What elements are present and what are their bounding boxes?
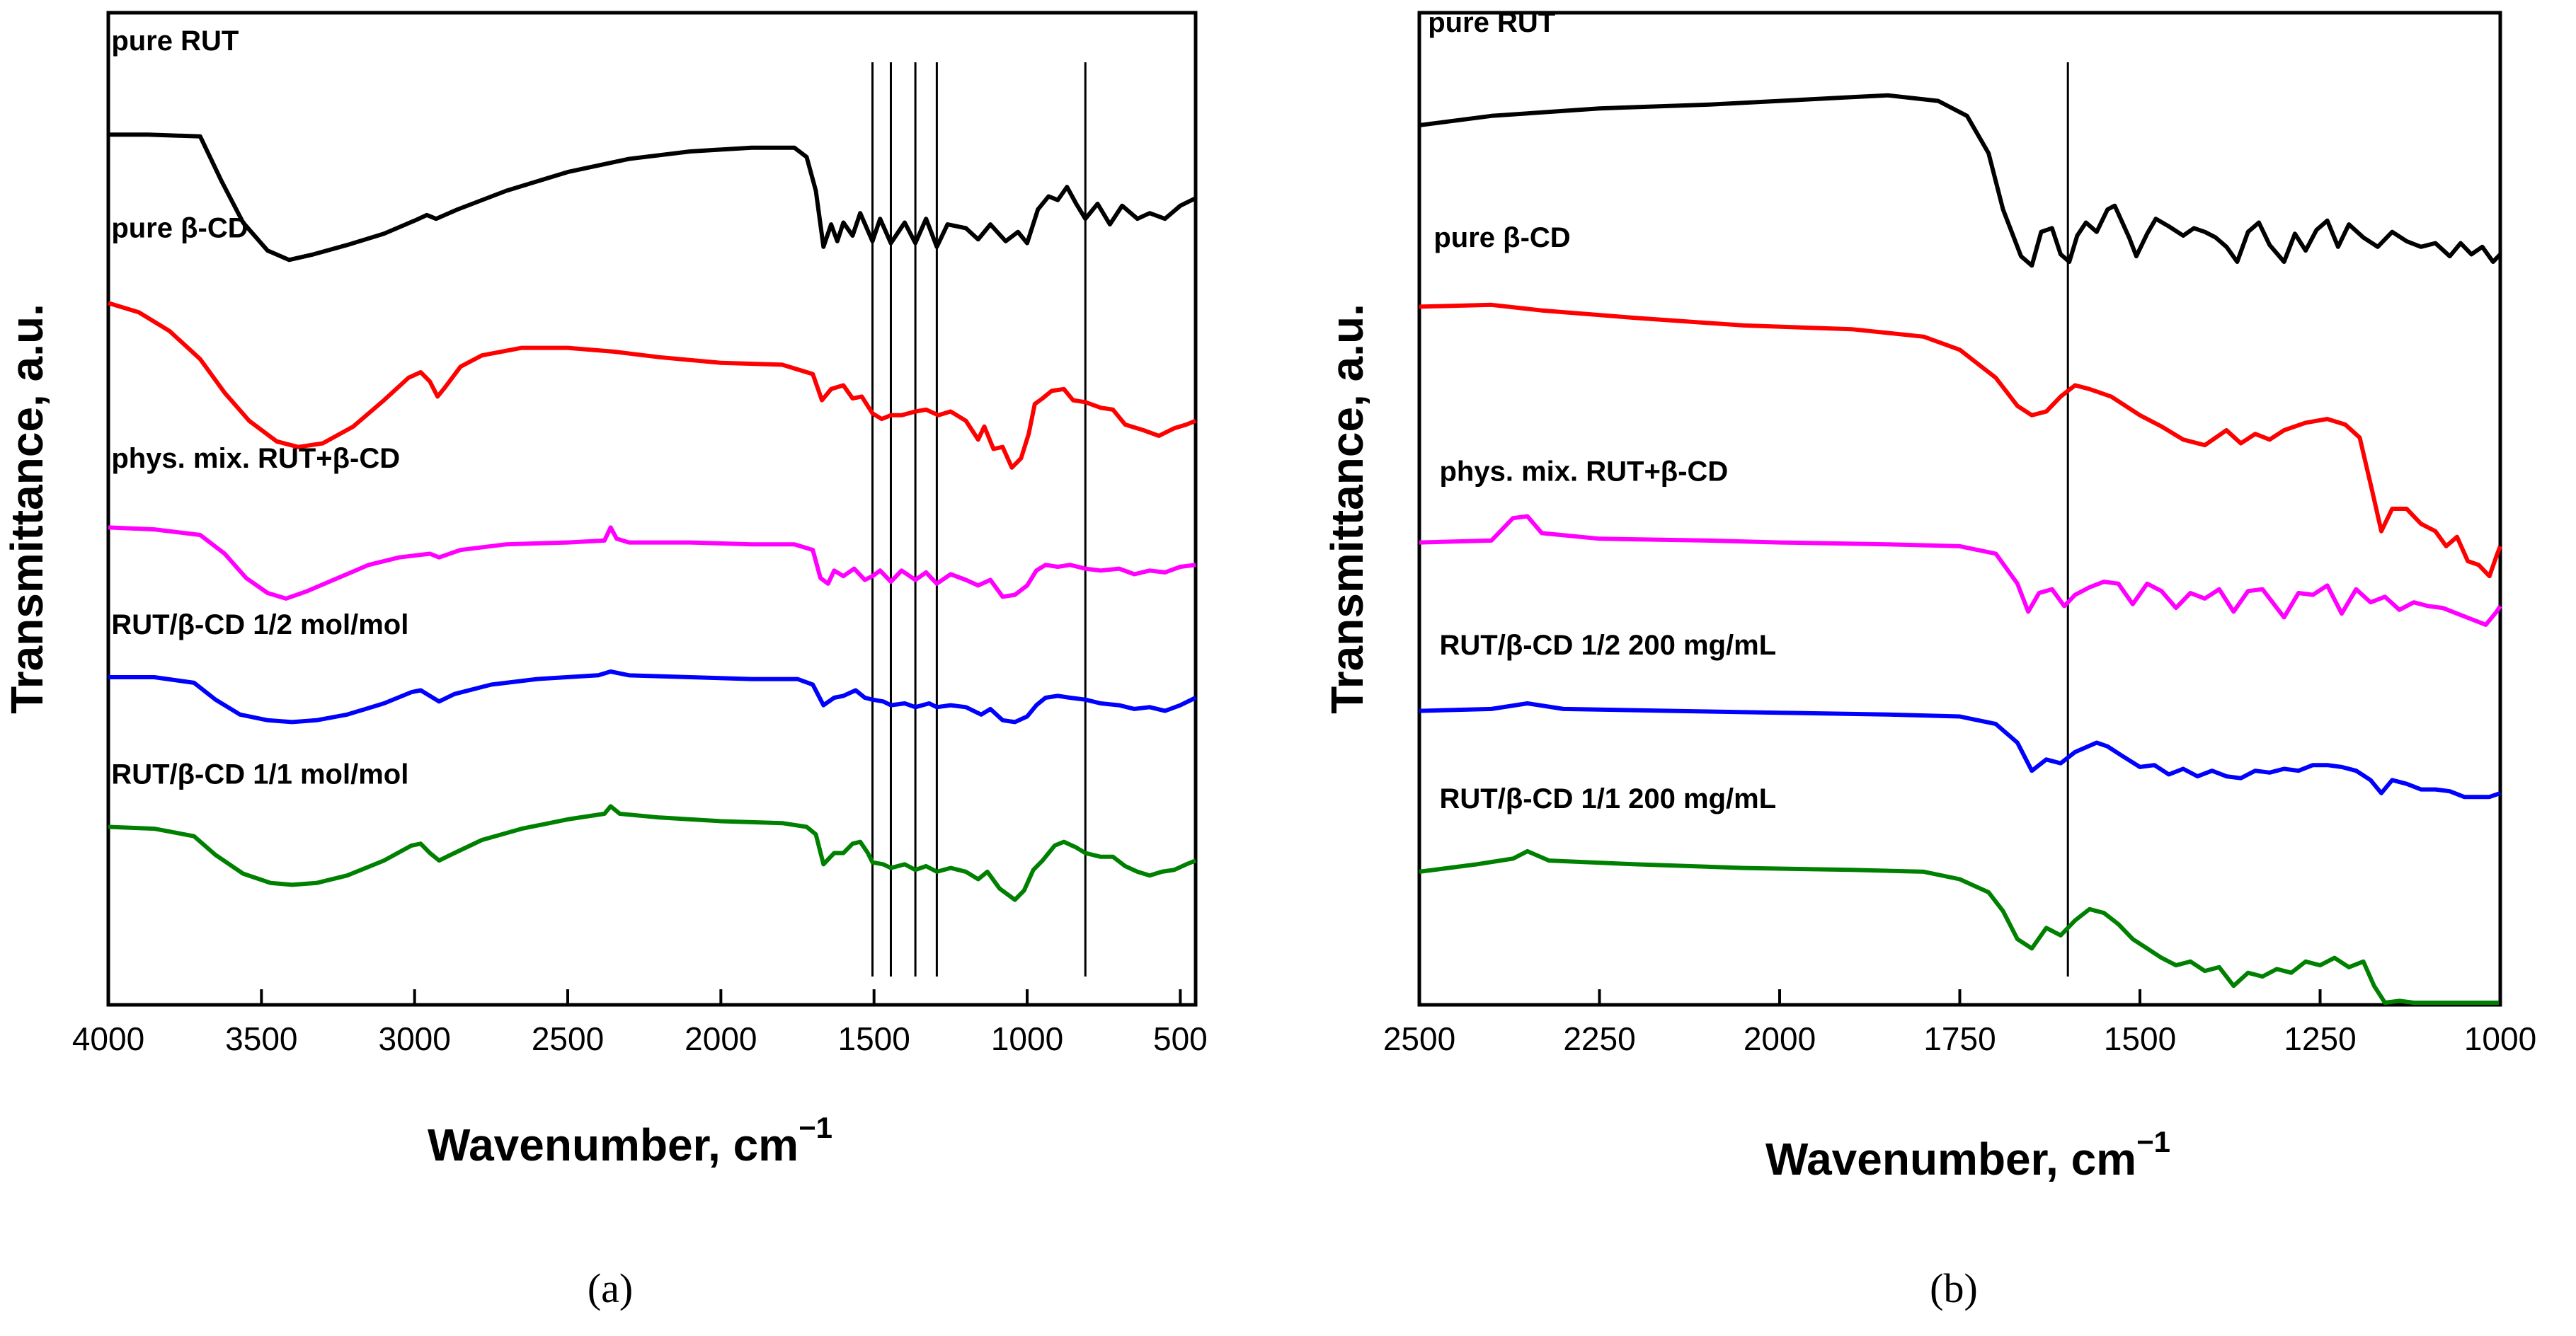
panel-b-series-line-2 [1419,514,2502,627]
panel-b-ylabel: Transmittance, a.u. [1322,304,1373,714]
panel-b-series-line-3 [1419,701,2501,800]
panel-b-axes-frame [1417,11,2502,1007]
panel-a-series-label-4: RUT/β-CD 1/1 mol/mol [111,759,408,790]
panel-b-xlabel: Wavenumber, cm [1765,1134,2136,1185]
panel-a-xtick-label-6: 1000 [991,1020,1063,1057]
panel-b-series-label-3: RUT/β-CD 1/2 200 mg/mL [1440,630,1777,661]
panel-a-series-label-2: phys. mix. RUT+β-CD [111,443,400,474]
panel-b-caption: (b) [1930,1265,1978,1311]
panel-b-series-label-4: RUT/β-CD 1/1 200 mg/mL [1440,783,1777,814]
panel-a-xtick-label-3: 2500 [532,1020,604,1057]
panel-a-series-line-4 [108,804,1197,902]
panel-a-xlabel: Wavenumber, cm [428,1119,798,1170]
panel-a-caption: (a) [588,1265,633,1311]
panel-a-xtick-label-4: 2000 [685,1020,757,1057]
panel-b-xtick-label-3: 1750 [1923,1020,1996,1057]
panel-a-series-labels: pure RUT pure β-CD phys. mix. RUT+β-CD RUT/… [111,25,408,790]
panel-a-series-line-0 [108,132,1197,263]
panel-b-series-label-2: phys. mix. RUT+β-CD [1440,456,1729,487]
panel-a-xtick-label-2: 3000 [379,1020,451,1057]
panel-a-series-label-1: pure β-CD [111,213,248,244]
panel-b-xtick-label-5: 1250 [2284,1020,2356,1057]
panel-b: pure RUT pure β-CD phys. mix. RUT+β-CD RUT/… [1322,7,2536,1311]
panel-b-xtick-label-4: 1500 [2104,1020,2176,1057]
panel-b-xlabel-sup: −1 [2136,1125,2170,1158]
panel-b-series-label-1: pure β-CD [1433,222,1570,253]
panel-a-ylabel: Transmittance, a.u. [1,304,52,714]
panel-a-series-line-3 [108,669,1197,725]
panel-b-series-line-0 [1419,93,2502,268]
panel-b-series-line-1 [1419,302,2502,579]
panel-a-xtick-label-7: 500 [1153,1020,1208,1057]
panel-b-series [1419,93,2502,1005]
panel-b-xtick-label-1: 2250 [1563,1020,1635,1057]
panel-b-series-label-0: pure RUT [1428,7,1555,38]
panel-a: pure RUT pure β-CD phys. mix. RUT+β-CD RUT/… [1,11,1208,1311]
panel-a-axes-frame [106,11,1198,1007]
panel-a-series [108,132,1197,902]
panel-a-xtick-label-0: 4000 [72,1020,144,1057]
panel-b-series-labels: pure RUT pure β-CD phys. mix. RUT+β-CD RUT/… [1428,7,1776,814]
svg-text:Wavenumber, cm−1: Wavenumber, cm−1 [1765,1125,2170,1185]
panel-b-x-ticks: 2500 2250 2000 1750 1500 1250 1000 [1383,989,2536,1057]
panel-b-xtick-label-6: 1000 [2464,1020,2536,1057]
panel-a-reference-lines [871,62,1087,977]
svg-text:Wavenumber, cm−1: Wavenumber, cm−1 [428,1111,832,1170]
panel-a-series-line-1 [108,301,1197,470]
panel-a-xtick-label-5: 1500 [838,1020,910,1057]
panel-b-xtick-label-2: 2000 [1744,1020,1816,1057]
panel-a-series-line-2 [108,525,1196,601]
panel-b-xtick-label-0: 2500 [1383,1020,1455,1057]
panel-a-series-label-3: RUT/β-CD 1/2 mol/mol [111,609,408,640]
panel-a-series-label-0: pure RUT [111,25,239,57]
panel-a-xlabel-sup: −1 [798,1111,832,1144]
panel-a-x-ticks: 4000 3500 3000 2500 2000 1500 1000 500 [72,989,1208,1057]
panel-a-xtick-label-1: 3500 [225,1020,297,1057]
panel-b-series-line-4 [1419,848,2500,1005]
